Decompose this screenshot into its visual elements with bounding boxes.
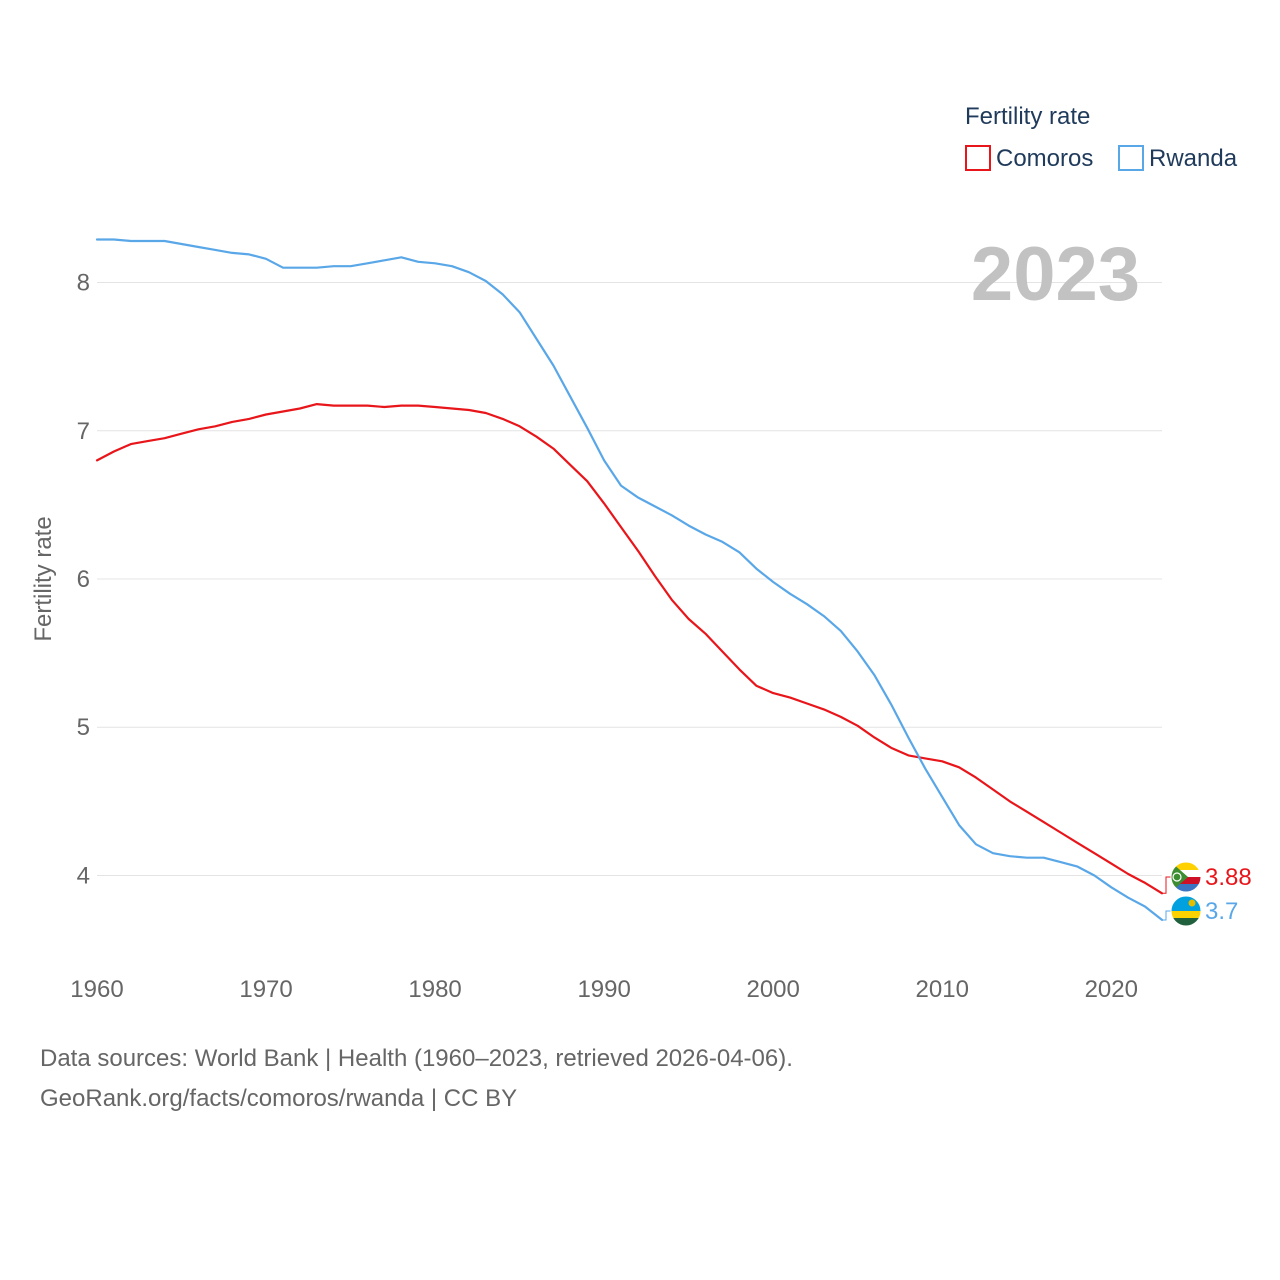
legend-label-rwanda[interactable]: Rwanda <box>1149 145 1238 172</box>
footer-attribution[interactable]: GeoRank.org/facts/comoros/rwanda | CC BY <box>40 1085 518 1112</box>
y-tick-label: 6 <box>77 566 90 593</box>
year-watermark: 2023 <box>971 232 1140 317</box>
x-tick-label: 1980 <box>408 976 461 1003</box>
rwanda-flag-icon <box>1170 895 1202 927</box>
footer-source: Data sources: World Bank | Health (1960–… <box>40 1045 793 1072</box>
comoros-flag-icon <box>1170 861 1202 893</box>
x-tick-label: 1960 <box>70 976 123 1003</box>
x-tick-label: 2000 <box>746 976 799 1003</box>
y-tick-label: 8 <box>77 270 90 297</box>
y-tick-label: 5 <box>77 714 90 741</box>
end-connector <box>1162 876 1174 894</box>
legend-swatch-comoros[interactable] <box>965 145 991 171</box>
legend-label-comoros[interactable]: Comoros <box>996 145 1093 172</box>
series-line-rwanda[interactable] <box>95 238 1164 922</box>
x-tick-label: 2010 <box>916 976 969 1003</box>
x-tick-label: 1990 <box>577 976 630 1003</box>
y-tick-label: 7 <box>77 418 90 445</box>
legend-title: Fertility rate <box>965 103 1090 130</box>
series-line-comoros[interactable] <box>95 403 1164 895</box>
end-value-label: 3.7 <box>1205 898 1238 925</box>
x-tick-label: 1970 <box>239 976 292 1003</box>
y-axis-label: Fertility rate <box>30 516 57 641</box>
y-tick-label: 4 <box>77 862 90 889</box>
end-value-label: 3.88 <box>1205 864 1252 891</box>
end-connector <box>1162 910 1174 921</box>
legend-swatch-rwanda[interactable] <box>1118 145 1144 171</box>
x-tick-label: 2020 <box>1085 976 1138 1003</box>
